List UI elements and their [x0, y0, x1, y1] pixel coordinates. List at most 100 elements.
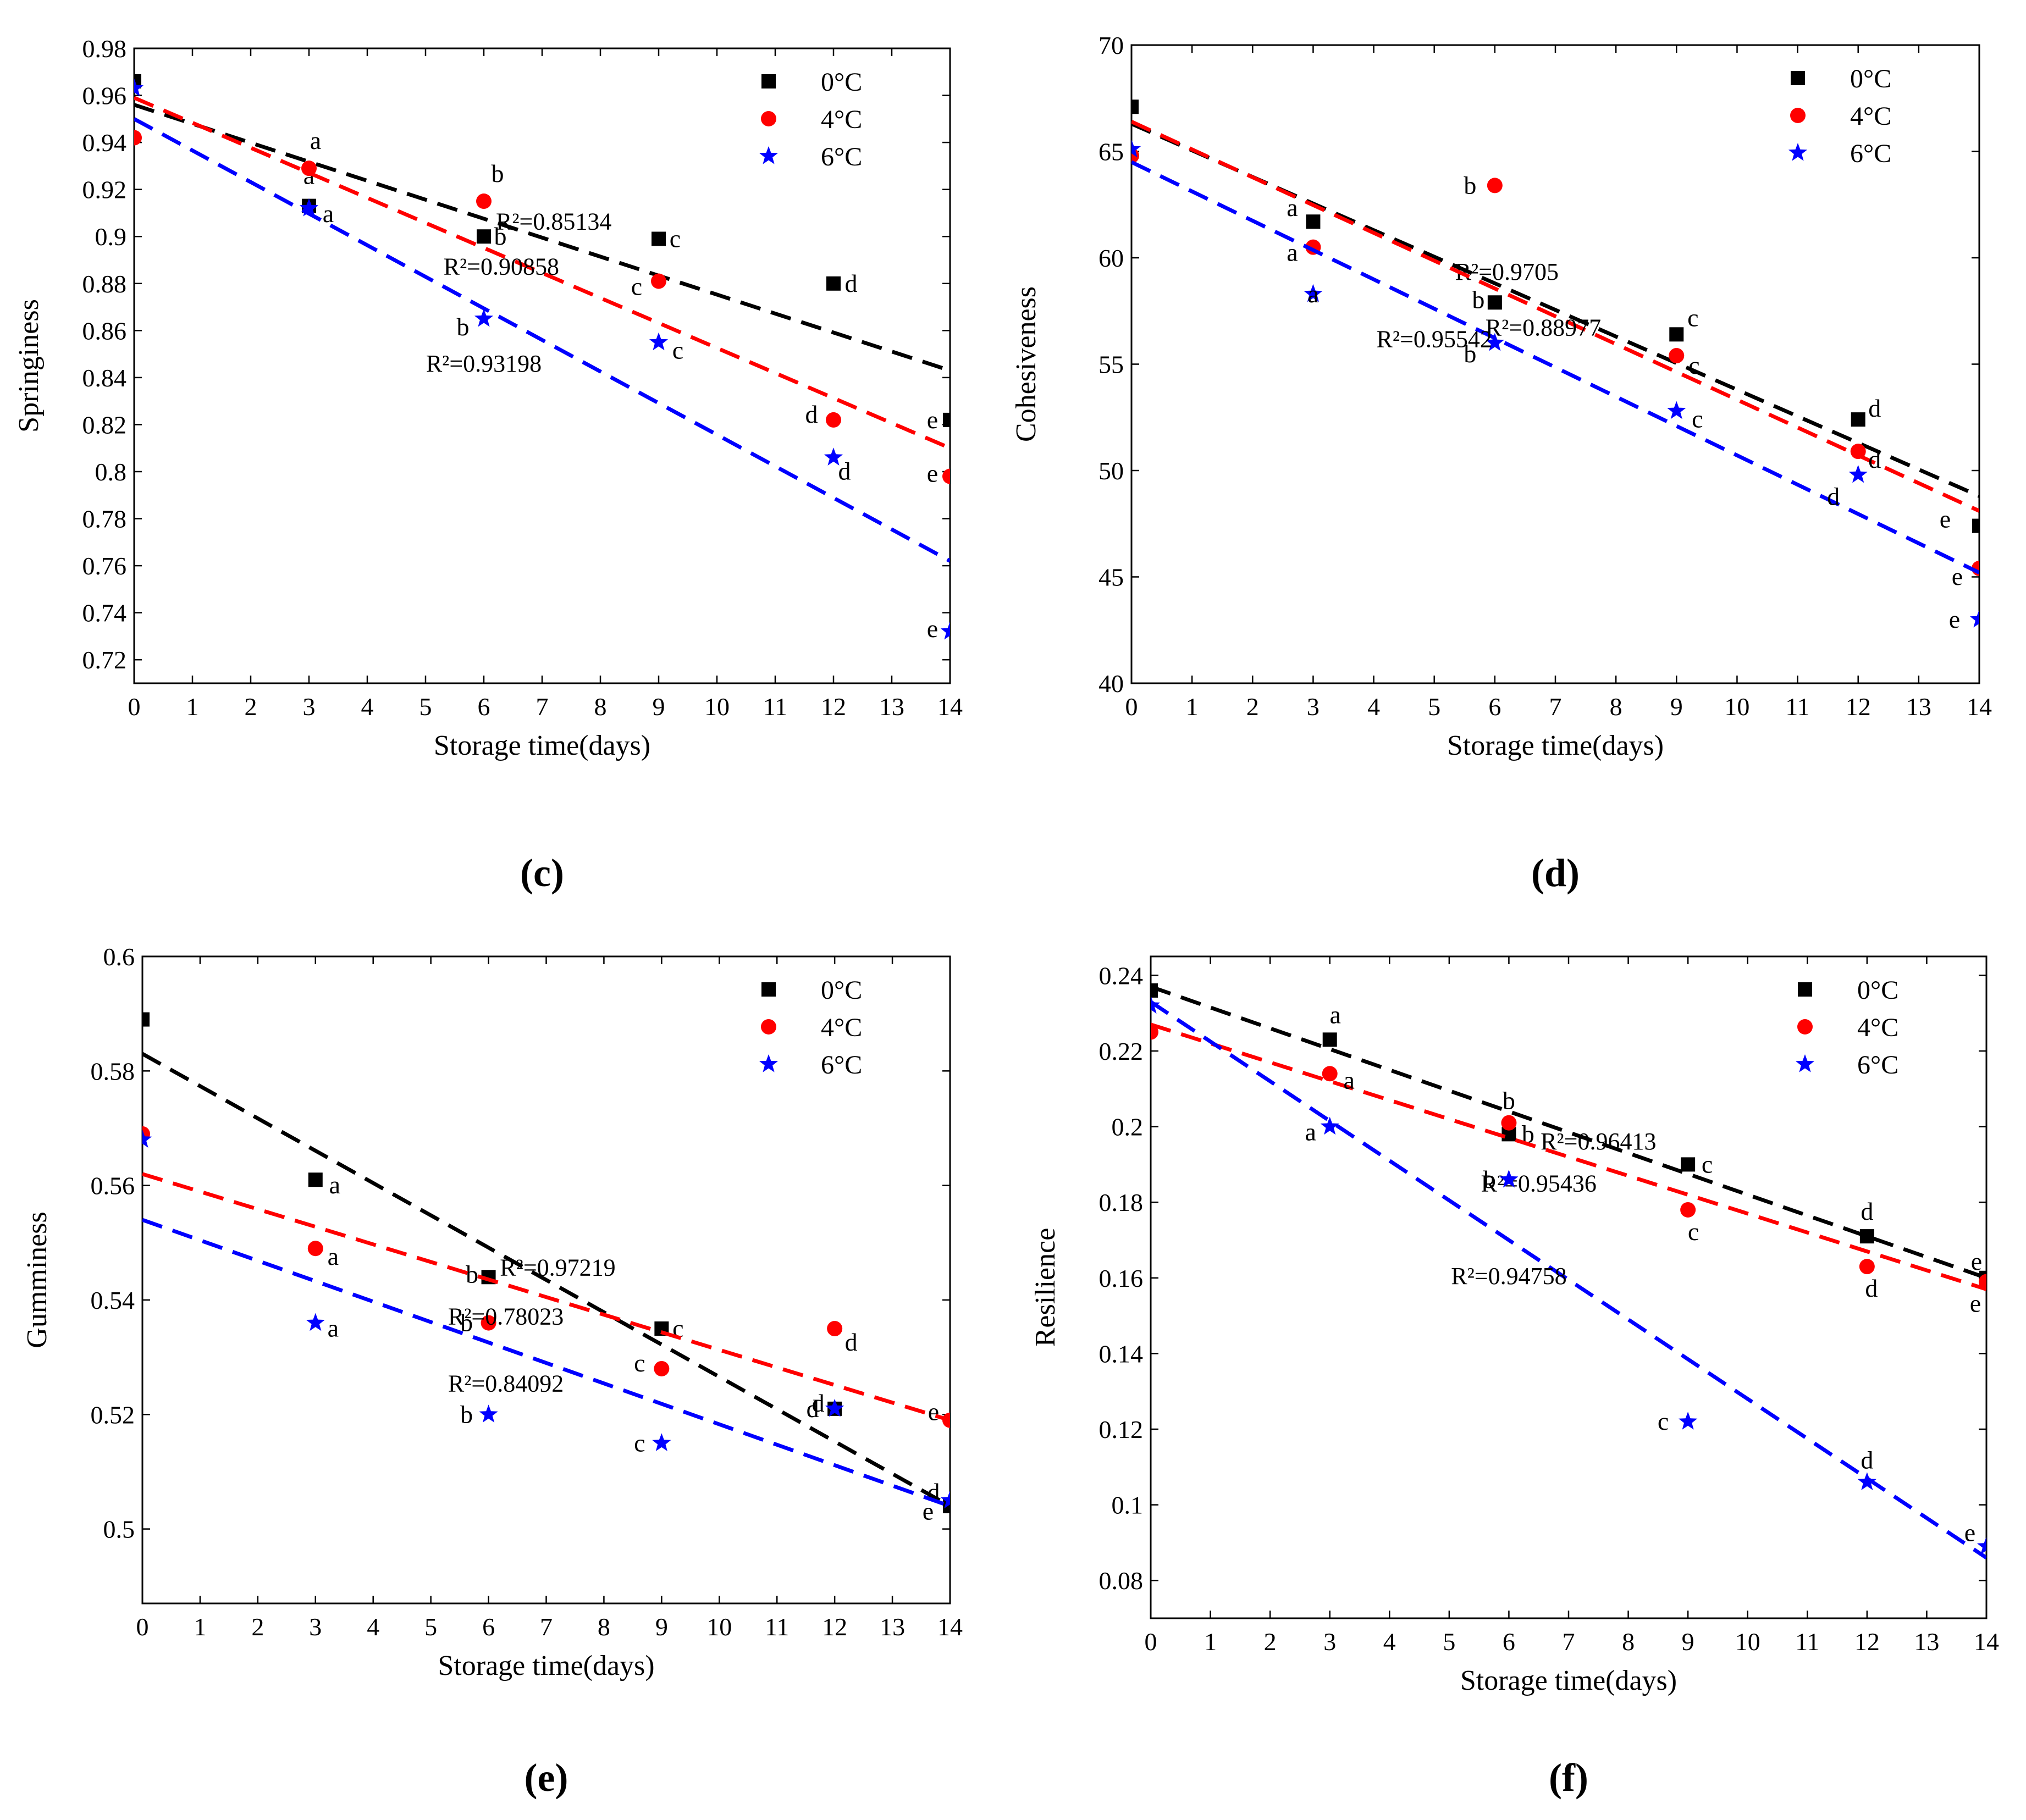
x-axis-title: Storage time(days)	[1447, 730, 1664, 761]
legend: 0°C 4°C 6°C	[759, 68, 862, 172]
significance-letter: e	[923, 1497, 934, 1525]
x-tick-label: 0	[1125, 693, 1138, 721]
marker-star	[299, 198, 319, 217]
significance-letter: a	[1287, 239, 1298, 267]
y-tick-label: 0.1	[1112, 1491, 1144, 1519]
x-tick-label: 3	[1307, 693, 1320, 721]
y-axis-title: Gumminess	[21, 1212, 53, 1348]
marker-star	[649, 332, 669, 351]
fit-line	[134, 117, 950, 563]
data-point	[1131, 99, 1139, 114]
y-tick-label: 0.86	[82, 317, 127, 345]
data-point	[1669, 348, 1685, 364]
series-2: a b c d e R²=0.84092	[142, 1130, 950, 1525]
legend: 0°C 4°C 6°C	[1788, 64, 1891, 168]
significance-letter: b	[1522, 1120, 1534, 1148]
marker-circle	[481, 1315, 496, 1331]
x-tick-label: 4	[1383, 1628, 1396, 1656]
r-squared-label: R²=0.94758	[1451, 1263, 1566, 1290]
data-point	[1851, 412, 1865, 427]
data-point	[826, 276, 841, 291]
significance-letter: a	[328, 1314, 339, 1342]
series-2: a b c d e R²=0.93198	[134, 78, 950, 643]
series-2: a b c d e R²=0.94758	[1151, 995, 1986, 1559]
x-tick-label: 4	[1367, 693, 1380, 721]
legend-marker-circle	[1797, 1019, 1813, 1035]
significance-letter: b	[492, 159, 504, 187]
significance-letter: e	[927, 460, 938, 488]
marker-square	[652, 231, 666, 246]
data-point	[1857, 1472, 1876, 1490]
y-tick-label: 55	[1098, 351, 1124, 379]
y-tick-label: 0.94	[82, 129, 127, 157]
y-tick-label: 0.22	[1099, 1037, 1144, 1065]
data-point	[943, 412, 950, 427]
data-point	[134, 130, 142, 146]
significance-letter: d	[1868, 394, 1881, 422]
r-squared-label: R²=0.90858	[444, 253, 559, 280]
x-tick-label: 5	[1428, 693, 1440, 721]
legend-label: 0°C	[1850, 64, 1891, 93]
x-tick-label: 2	[1264, 1628, 1277, 1656]
data-point	[1131, 139, 1141, 158]
legend-marker-circle	[761, 111, 776, 126]
data-point	[1859, 1259, 1875, 1275]
data-point	[1487, 295, 1502, 310]
y-tick-label: 40	[1098, 670, 1124, 698]
data-point	[1487, 178, 1503, 193]
data-point	[1306, 214, 1321, 229]
x-tick-label: 10	[1724, 693, 1749, 721]
x-tick-label: 5	[424, 1613, 437, 1641]
fit-line	[142, 1052, 950, 1508]
significance-letter: c	[631, 273, 642, 301]
x-tick-label: 7	[1563, 1628, 1575, 1656]
y-tick-label: 45	[1098, 563, 1124, 591]
y-tick-label: 0.82	[82, 411, 127, 439]
x-tick-label: 12	[821, 693, 846, 721]
marker-circle	[654, 1360, 670, 1376]
r-squared-label: R²=0.95542	[1377, 326, 1492, 353]
significance-letter: e	[1971, 1247, 1982, 1275]
fit-line	[142, 1218, 950, 1508]
data-point	[824, 447, 843, 466]
significance-letter: d	[845, 269, 858, 297]
legend-marker-circle	[761, 1019, 776, 1035]
legend-marker-star	[1788, 143, 1808, 161]
x-tick-label: 14	[937, 1613, 963, 1641]
x-tick-label: 11	[765, 1613, 789, 1641]
chart-panel-e: 0 1 2 3 4 5 6 7 8 9 10 11 12 13 140.50.520.540.560.580…	[21, 943, 963, 1800]
y-tick-label: 0.84	[82, 364, 127, 392]
x-axis-title: Storage time(days)	[434, 730, 650, 761]
y-tick-label: 0.16	[1099, 1264, 1144, 1292]
marker-square	[1131, 99, 1139, 114]
marker-circle	[651, 273, 666, 289]
x-tick-label: 4	[361, 693, 374, 721]
data-point	[299, 198, 319, 217]
data-point	[651, 273, 666, 289]
fit-line	[142, 1172, 950, 1423]
x-tick-label: 1	[1186, 693, 1199, 721]
significance-letter: b	[460, 1400, 473, 1428]
x-tick-label: 8	[1622, 1628, 1635, 1656]
data-point	[1681, 1157, 1696, 1172]
x-tick-label: 13	[1906, 693, 1931, 721]
r-squared-label: R²=0.9705	[1455, 258, 1559, 285]
significance-letter: e	[927, 406, 938, 434]
x-tick-label: 8	[598, 1613, 610, 1641]
data-point	[306, 1313, 325, 1331]
legend-marker-square	[1791, 71, 1805, 85]
marker-square	[1322, 1032, 1337, 1047]
legend: 0°C 4°C 6°C	[759, 976, 862, 1080]
significance-letter: d	[805, 400, 818, 428]
series-1: a b c d e R²=0.88977	[1131, 120, 1979, 590]
data-point	[1850, 444, 1866, 460]
x-tick-label: 3	[303, 693, 316, 721]
y-tick-label: 0.92	[82, 176, 127, 204]
marker-square	[1306, 214, 1321, 229]
x-tick-label: 1	[1204, 1628, 1217, 1656]
marker-star	[824, 447, 843, 466]
series-0: a b c d e R²=0.85134	[134, 74, 950, 434]
x-tick-label: 12	[1846, 693, 1871, 721]
data-point	[1322, 1032, 1337, 1047]
data-point	[1322, 1066, 1338, 1082]
